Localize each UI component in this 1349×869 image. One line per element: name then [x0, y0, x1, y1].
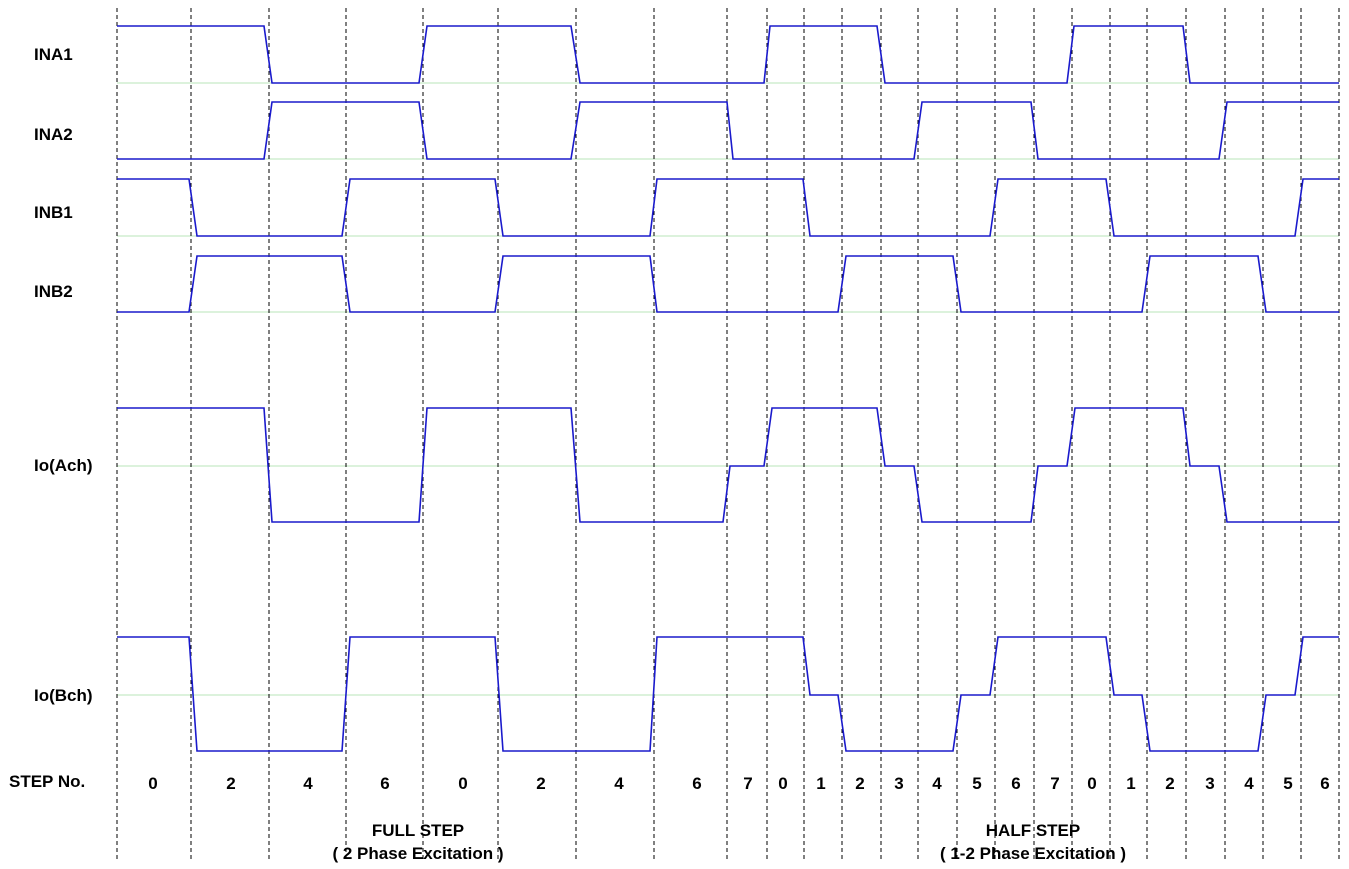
half-step-number: 6 — [1320, 774, 1330, 793]
full-step-number: 2 — [536, 774, 546, 793]
inb2-waveform — [117, 255, 1339, 313]
full-step-number: 4 — [303, 774, 313, 793]
half-step-number: 2 — [855, 774, 865, 793]
ina2-waveform — [117, 101, 1339, 160]
half-step-number: 2 — [1165, 774, 1175, 793]
half-step-number: 1 — [1126, 774, 1136, 793]
half-step-number: 7 — [1050, 774, 1060, 793]
full-step-number: 4 — [614, 774, 624, 793]
half-step-number: 7 — [743, 774, 753, 793]
waveforms — [117, 25, 1339, 752]
half-step-title: HALF STEP — [985, 821, 1081, 840]
signal-label-io-ach: Io(Ach) — [34, 456, 93, 475]
step-dividers — [116, 8, 1340, 862]
half-step-number: 5 — [972, 774, 982, 793]
half-step-number: 3 — [1205, 774, 1215, 793]
signal-label-ina1: INA1 — [34, 45, 73, 64]
step-number-label: STEP No. — [9, 772, 86, 791]
baselines — [117, 82, 1339, 696]
half-step-number: 4 — [932, 774, 942, 793]
full-step-title: FULL STEP — [371, 821, 465, 840]
full-step-number: 6 — [380, 774, 390, 793]
full-step-subtitle: ( 2 Phase Excitation ) — [332, 844, 504, 863]
half-step-number: 5 — [1283, 774, 1293, 793]
signal-label-inb1: INB1 — [34, 203, 73, 222]
signal-label-ina2: INA2 — [34, 125, 73, 144]
half-step-number: 3 — [894, 774, 904, 793]
io-bch-waveform — [117, 636, 1339, 752]
signal-label-io-bch: Io(Bch) — [34, 686, 93, 705]
ina1-waveform — [117, 25, 1339, 84]
half-step-number: 6 — [1011, 774, 1021, 793]
inb1-waveform — [117, 178, 1339, 237]
full-step-number: 2 — [226, 774, 236, 793]
half-step-number: 4 — [1244, 774, 1254, 793]
half-step-number: 0 — [1087, 774, 1097, 793]
io-ach-waveform — [117, 407, 1339, 523]
half-step-number: 0 — [778, 774, 788, 793]
full-step-number: 0 — [458, 774, 468, 793]
full-step-number: 0 — [148, 774, 158, 793]
full-step-number: 6 — [692, 774, 702, 793]
half-step-number: 1 — [816, 774, 826, 793]
signal-label-inb2: INB2 — [34, 282, 73, 301]
half-step-subtitle: ( 1-2 Phase Excitation ) — [939, 844, 1127, 863]
